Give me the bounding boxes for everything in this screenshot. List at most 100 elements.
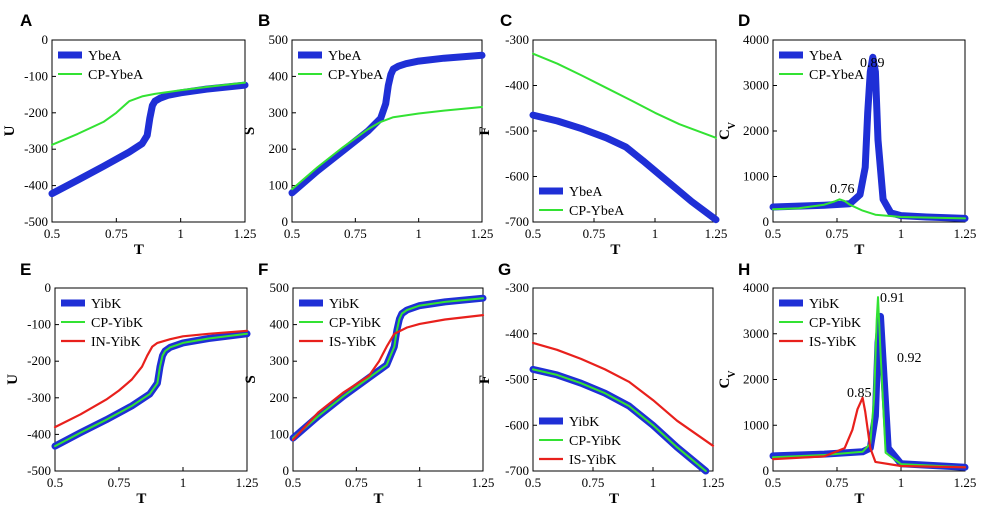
y-tick-label: -700 — [505, 214, 529, 229]
y-tick-label: -600 — [505, 169, 529, 184]
peak-annotation: 0.76 — [830, 182, 855, 197]
series-line-CP-YibK — [54, 332, 248, 448]
x-tick-label: 0.5 — [44, 226, 60, 241]
y-tick-label: 2000 — [743, 123, 769, 138]
panel-E: E 0.5 0.75 1 1.25 -500 -400 -300 -200 -100 0 T U YibK… — [5, 260, 258, 507]
panel-H: H 0.5 0.75 1 1.25 0 1000 2000 3000 4000 T CV YibK CP-… — [717, 260, 976, 507]
panel-label: G — [498, 260, 511, 279]
panel-label: D — [738, 11, 750, 30]
legend-label: YibK — [569, 415, 599, 430]
legend-label: YibK — [809, 297, 839, 312]
y-tick-label: 300 — [270, 353, 290, 368]
series-line-IS-YibK — [531, 341, 715, 447]
y-tick-label: 4000 — [743, 280, 769, 295]
peak-annotation: 0.92 — [897, 351, 922, 366]
y-tick-label: 0 — [763, 214, 770, 229]
x-axis-label: T — [610, 242, 620, 258]
x-tick-label: 1 — [177, 226, 184, 241]
legend-label: CP-YbeA — [88, 68, 144, 83]
y-axis-label: F — [477, 375, 493, 384]
y-axis-label: U — [5, 374, 21, 385]
x-tick-label: 0.75 — [583, 226, 606, 241]
y-tick-label: 2000 — [743, 372, 769, 387]
legend-label: YibK — [329, 297, 359, 312]
plot-frame — [292, 287, 484, 472]
panel-A: A 0.5 0.75 1 1.25 -500 -400 -300 -200 -100 0 T U YbeA… — [2, 11, 256, 258]
series-line-CP-YibK — [292, 297, 484, 440]
x-tick-label: 0.5 — [765, 475, 781, 490]
x-tick-label: 0.75 — [826, 475, 849, 490]
y-tick-label: 4000 — [743, 32, 769, 47]
y-tick-label: 400 — [269, 68, 289, 83]
x-tick-label: 0.5 — [47, 475, 63, 490]
x-tick-label: 0.75 — [108, 475, 131, 490]
legend-label: YbeA — [569, 185, 603, 200]
y-tick-label: -600 — [505, 417, 529, 432]
x-tick-label: 0.5 — [285, 475, 301, 490]
x-tick-label: 1 — [898, 226, 905, 241]
x-axis-label: T — [136, 491, 146, 507]
plot-frame — [51, 39, 246, 223]
y-axis-label-subscript: V — [727, 121, 738, 129]
y-tick-label: -100 — [24, 68, 48, 83]
x-tick-label: 1.25 — [472, 475, 495, 490]
y-tick-label: -300 — [24, 141, 48, 156]
x-tick-label: 1 — [415, 226, 422, 241]
legend-label: YbeA — [809, 49, 843, 64]
panel-label: B — [258, 11, 270, 30]
x-tick-label: 0.5 — [284, 226, 300, 241]
series-line-CP-YbeA — [772, 198, 966, 220]
x-tick-label: 0.5 — [525, 475, 541, 490]
series-line-CP-YibK — [772, 296, 966, 469]
y-tick-label: 100 — [270, 426, 290, 441]
x-tick-label: 1 — [180, 475, 187, 490]
y-tick-label: -500 — [505, 372, 529, 387]
y-tick-label: 3000 — [743, 326, 769, 341]
y-axis-label: S — [243, 375, 259, 383]
y-tick-label: -500 — [24, 214, 48, 229]
y-tick-label: -400 — [505, 78, 529, 93]
x-tick-label: 1 — [652, 226, 659, 241]
y-tick-label: -200 — [27, 353, 51, 368]
x-tick-label: 1.25 — [954, 475, 977, 490]
y-tick-label: 200 — [270, 390, 290, 405]
y-tick-label: 0 — [282, 214, 289, 229]
y-axis-label: CV — [717, 370, 738, 389]
y-tick-label: 0 — [283, 463, 290, 478]
y-tick-label: 500 — [270, 280, 290, 295]
x-tick-label: 1 — [898, 475, 905, 490]
panel-D: D 0.5 0.75 1 1.25 0 1000 2000 3000 4000 T CV YbeA CP-… — [717, 11, 976, 258]
plot-frame — [54, 287, 248, 472]
y-axis-label: F — [477, 126, 493, 135]
x-tick-label: 0.75 — [345, 475, 368, 490]
panel-B: B 0.5 0.75 1 1.25 0 100 200 300 400 500 S YbeA CP-Ybe… — [242, 11, 493, 241]
panel-label: C — [500, 11, 512, 30]
series-line-IS-YibK — [291, 314, 485, 441]
legend-label: CP-YibK — [329, 316, 381, 331]
y-tick-label: -500 — [27, 463, 51, 478]
y-tick-label: -700 — [505, 463, 529, 478]
x-axis-label: T — [373, 491, 383, 507]
y-tick-label: -400 — [27, 426, 51, 441]
peak-annotation: 0.85 — [847, 386, 872, 401]
series-line-YbeA — [769, 53, 969, 222]
legend-label: YibK — [91, 297, 121, 312]
x-tick-label: 1.25 — [702, 475, 725, 490]
y-tick-label: 200 — [269, 141, 289, 156]
y-tick-label: 500 — [269, 32, 289, 47]
series-line-YbeA — [48, 81, 249, 198]
y-tick-label: 3000 — [743, 78, 769, 93]
x-tick-label: 0.5 — [525, 226, 541, 241]
x-tick-label: 1.25 — [471, 226, 494, 241]
x-tick-label: 0.75 — [826, 226, 849, 241]
legend-label: CP-YbeA — [809, 68, 865, 83]
y-tick-label: 1000 — [743, 169, 769, 184]
legend-label: IS-YibK — [329, 335, 376, 350]
panel-label: A — [20, 11, 32, 30]
peak-annotation: 0.89 — [860, 56, 885, 71]
y-axis-label: CV — [717, 121, 738, 140]
y-tick-label: 100 — [269, 178, 289, 193]
legend-label: CP-YbeA — [328, 68, 384, 83]
y-tick-label: -400 — [24, 178, 48, 193]
